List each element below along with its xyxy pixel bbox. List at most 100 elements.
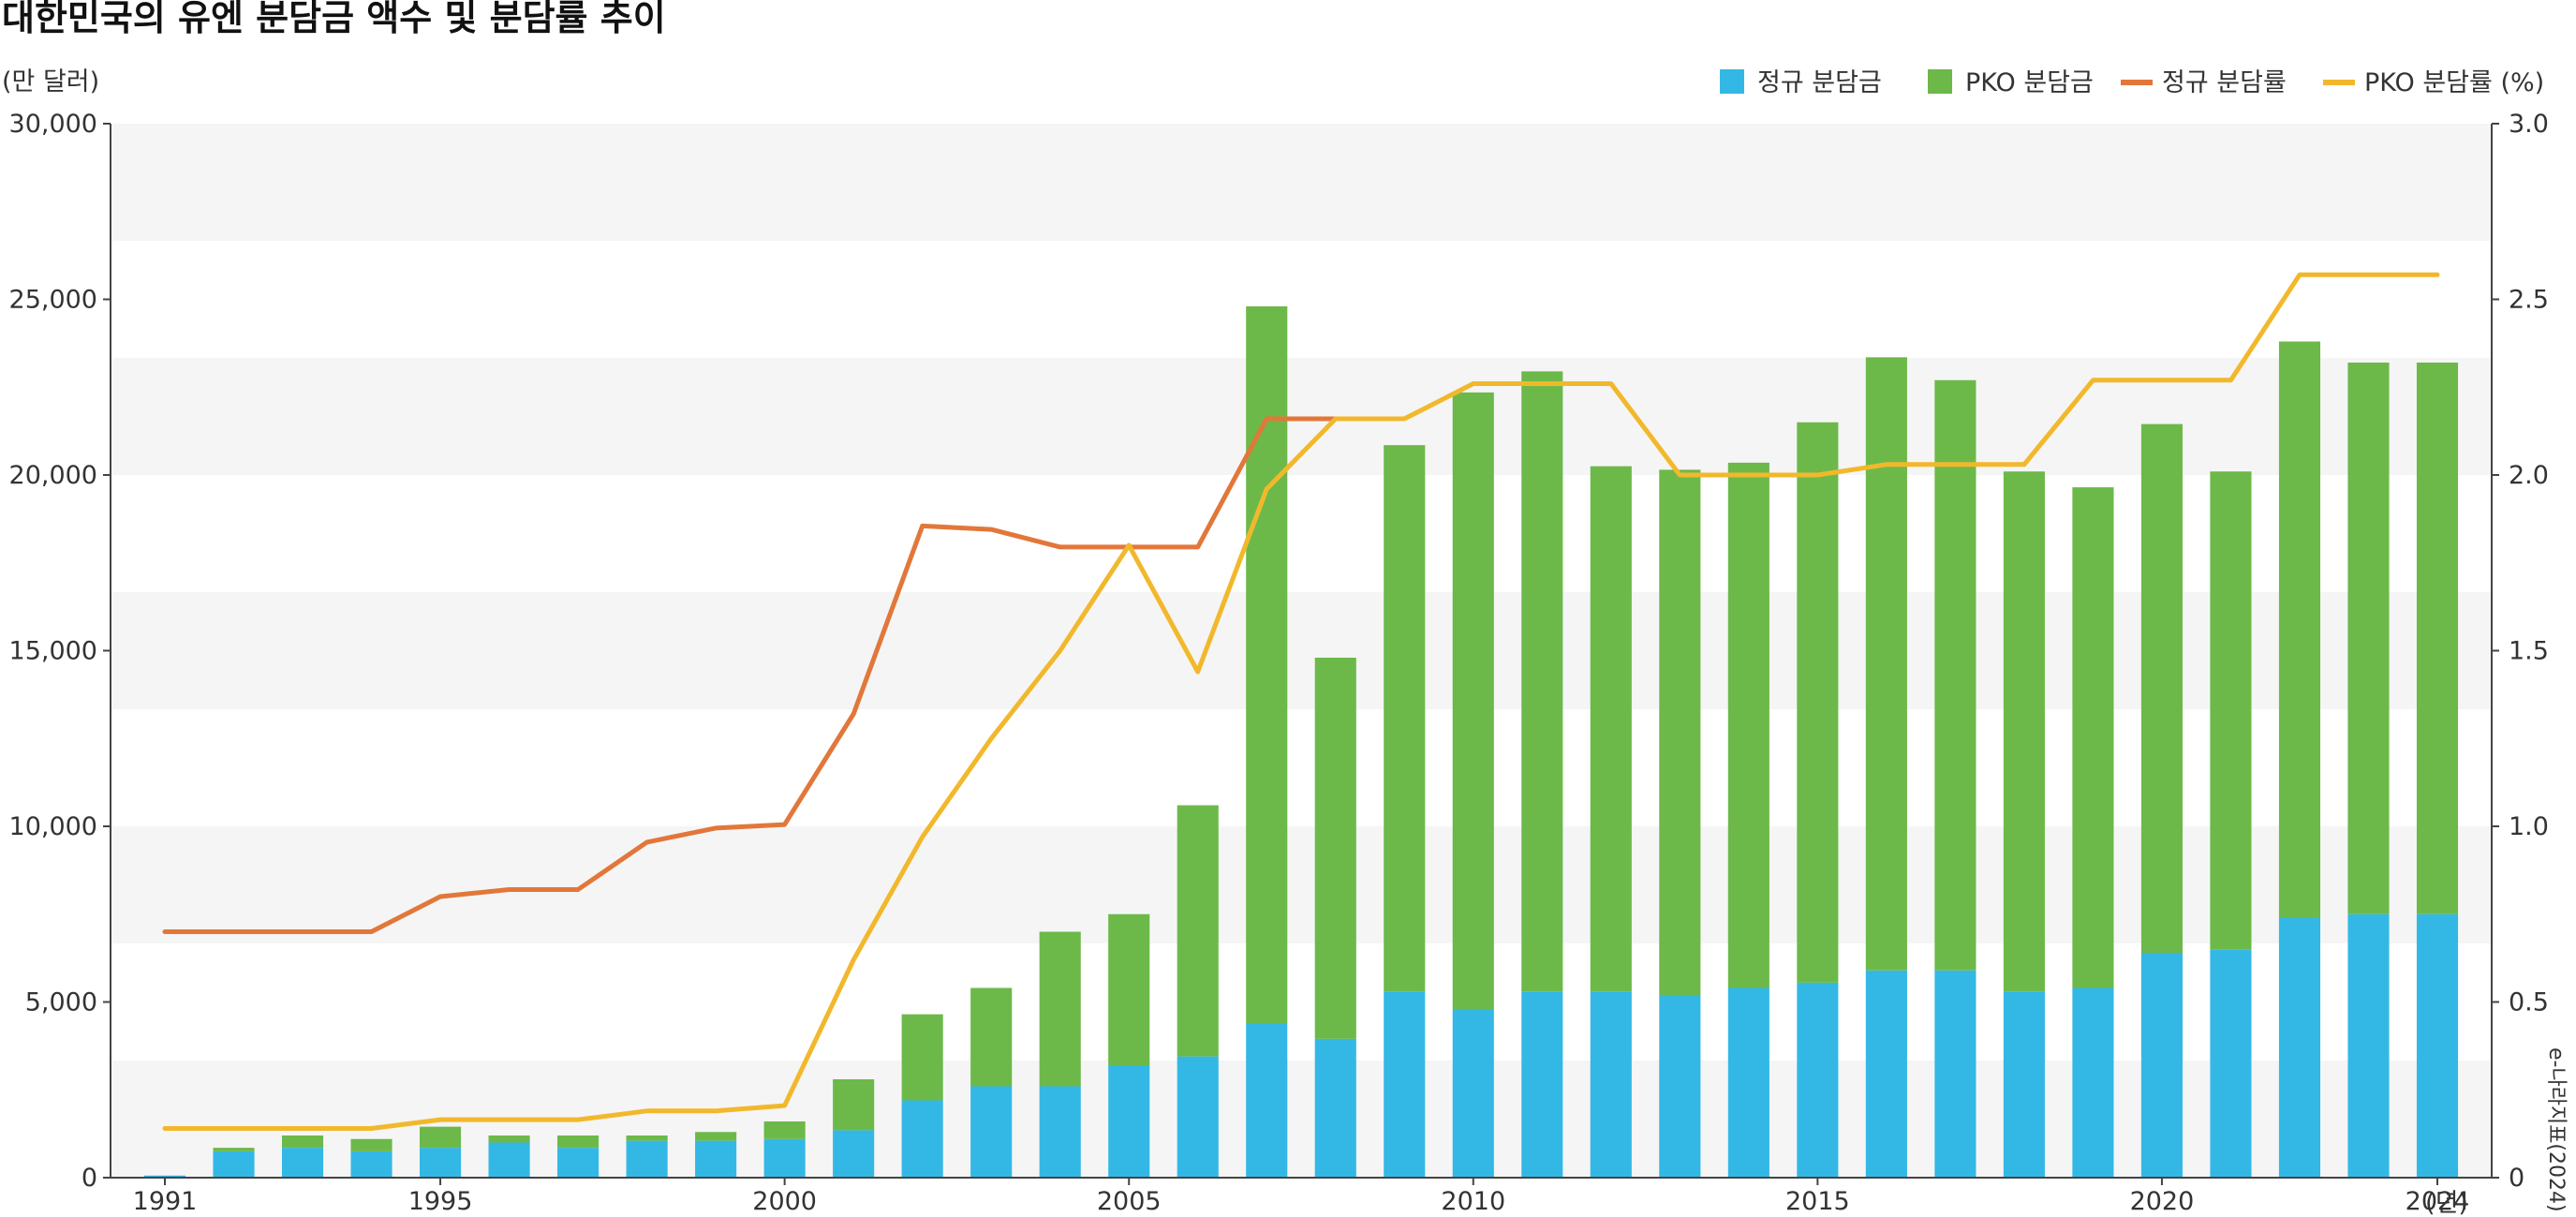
bar-regular-2023 [2347,913,2390,1178]
x-tick-label: 2005 [1097,1187,1162,1216]
bar-regular-2013 [1659,995,1701,1178]
bar-regular-2001 [833,1130,875,1178]
bar-regular-2000 [763,1138,806,1178]
bar-regular-2004 [1039,1086,1081,1178]
bar-regular-2002 [901,1100,943,1178]
bar-pko-2006 [1177,805,1219,1057]
bar-regular-1991 [143,1175,186,1178]
legend-label-2: 정규 분담률 [2162,68,2287,97]
bar-pko-2011 [1521,371,1563,992]
bar-pko-2003 [970,987,1013,1087]
bar-regular-2016 [1865,970,1907,1178]
bar-pko-2017 [1934,379,1976,971]
bar-pko-2018 [2003,471,2045,992]
bar-regular-2006 [1177,1056,1219,1178]
bar-regular-2019 [2072,987,2114,1178]
line-pko-rate [162,272,2440,1131]
tick-labels: 0 5,000 10,000 15,000 20,000 25,000 30,000 0 0.5… [9,110,2549,1216]
bar-regular-2003 [970,1086,1013,1178]
bar-pko-1996 [488,1135,530,1143]
bar-pko-1998 [626,1135,668,1141]
x-tick-label: 2000 [752,1187,817,1216]
left-tick-label: 5,000 [25,988,97,1017]
line-regular-rate [162,416,1339,934]
bar-pko-2000 [763,1121,806,1139]
bar-pko-2010 [1452,392,1494,1009]
bar-group [143,306,2459,1178]
right-tick-label: 0.5 [2509,988,2549,1017]
bar-pko-2009 [1384,445,1426,992]
left-tick-label: 0 [81,1164,97,1193]
bar-pko-1993 [281,1135,324,1149]
bar-regular-1998 [626,1140,668,1178]
bar-pko-2020 [2140,423,2183,953]
bar-regular-2005 [1108,1065,1150,1178]
bar-pko-1995 [420,1126,462,1149]
bar-regular-1995 [420,1148,462,1178]
bar-pko-2022 [2278,341,2321,918]
legend: 정규 분담금 PKO 분담금 정규 분담률 PKO 분담률 (%) [1720,68,2544,97]
bar-pko-2013 [1659,469,1701,995]
bar-pko-2021 [2210,471,2252,950]
right-tick-label: 0 [2509,1164,2524,1193]
bar-regular-2012 [1590,991,1632,1178]
grid-band [111,124,2492,241]
bar-regular-2022 [2278,917,2321,1178]
bar-regular-2011 [1521,991,1563,1178]
bar-pko-1992 [213,1148,255,1151]
right-tick-label: 2.5 [2509,286,2549,315]
x-tick-label: 2010 [1441,1187,1505,1216]
bar-regular-2010 [1452,1009,1494,1178]
bar-regular-1992 [213,1150,255,1178]
bar-pko-2024 [2416,363,2459,914]
legend-label-0: 정규 분담금 [1757,68,1882,97]
grid-band [111,826,2492,943]
bar-pko-2002 [901,1014,943,1101]
bar-regular-1993 [281,1148,324,1178]
right-tick-label: 2.0 [2509,461,2549,490]
grid-bands [111,124,2492,1178]
right-tick-label: 1.0 [2509,812,2549,841]
bar-pko-2004 [1039,931,1081,1087]
source-note: e-나라지표(2024) [2544,1047,2568,1212]
left-tick-label: 30,000 [9,110,97,139]
bar-regular-2024 [2416,913,2459,1178]
right-tick-label: 3.0 [2509,110,2549,139]
bar-pko-2019 [2072,487,2114,988]
legend-label-1: PKO 분담금 [1965,68,2094,97]
bar-pko-1997 [557,1135,600,1149]
left-tick-label: 25,000 [9,286,97,315]
legend-swatch-1 [1928,69,1952,94]
bar-regular-2017 [1934,970,1976,1178]
bar-pko-2005 [1108,913,1150,1065]
legend-label-3: PKO 분담률 (%) [2364,68,2544,97]
left-tick-label: 10,000 [9,812,97,841]
bar-regular-1999 [695,1140,737,1178]
bar-regular-2020 [2140,953,2183,1178]
bar-regular-2009 [1384,991,1426,1178]
x-tick-label: 1991 [133,1187,198,1216]
right-tick-label: 1.5 [2509,637,2549,666]
bar-pko-2012 [1590,466,1632,992]
bar-regular-2008 [1314,1038,1356,1178]
bar-pko-2016 [1865,357,1907,971]
bar-regular-2014 [1727,987,1769,1178]
bar-pko-2001 [833,1079,875,1131]
legend-swatch-0 [1720,69,1744,94]
left-tick-label: 20,000 [9,461,97,490]
bar-regular-2015 [1797,982,1839,1178]
x-tick-label: 2024 [2406,1187,2470,1216]
line-group [162,272,2440,1131]
bar-regular-2018 [2003,991,2045,1178]
bar-regular-2021 [2210,949,2252,1178]
axes [103,123,2499,1185]
bar-pko-2008 [1314,658,1356,1039]
bar-pko-2014 [1727,462,1769,988]
bar-regular-1996 [488,1142,530,1178]
bar-pko-2007 [1246,306,1288,1023]
x-tick-label: 1995 [408,1187,473,1216]
bar-pko-2023 [2347,363,2390,914]
left-tick-label: 15,000 [9,637,97,666]
bar-regular-2007 [1246,1023,1288,1178]
bar-pko-1999 [695,1132,737,1141]
